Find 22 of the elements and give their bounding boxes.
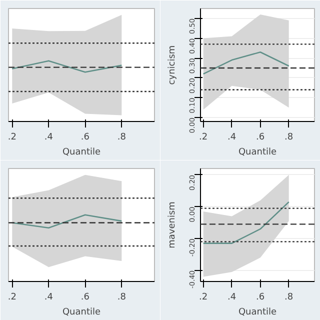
y-axis-title: mavenism: [168, 202, 178, 248]
y-axis-title: cynicism: [168, 45, 178, 85]
x-tick-label: .8: [117, 292, 126, 302]
x-axis-title: Quantile: [62, 308, 101, 318]
x-tick-label: .2: [8, 292, 16, 302]
x-tick-label: .8: [284, 292, 294, 302]
x-axis-title: Quantile: [238, 148, 277, 158]
x-tick-label: .4: [44, 292, 54, 302]
x-tick-label: .4: [228, 132, 236, 142]
x-tick-label: .2: [199, 132, 208, 142]
x-tick-label: .8: [284, 132, 294, 142]
x-tick-label: .8: [117, 132, 126, 142]
x-tick-label: .4: [228, 292, 236, 302]
x-tick-label: .6: [256, 292, 265, 302]
x-tick-label: .6: [256, 132, 265, 142]
x-axis-title: Quantile: [62, 148, 101, 158]
x-axis-title: Quantile: [238, 308, 277, 318]
x-tick-label: .2: [8, 132, 16, 142]
x-tick-label: .6: [80, 292, 90, 302]
x-tick-label: .2: [199, 292, 208, 302]
x-tick-label: .4: [44, 132, 54, 142]
x-tick-label: .6: [80, 132, 90, 142]
